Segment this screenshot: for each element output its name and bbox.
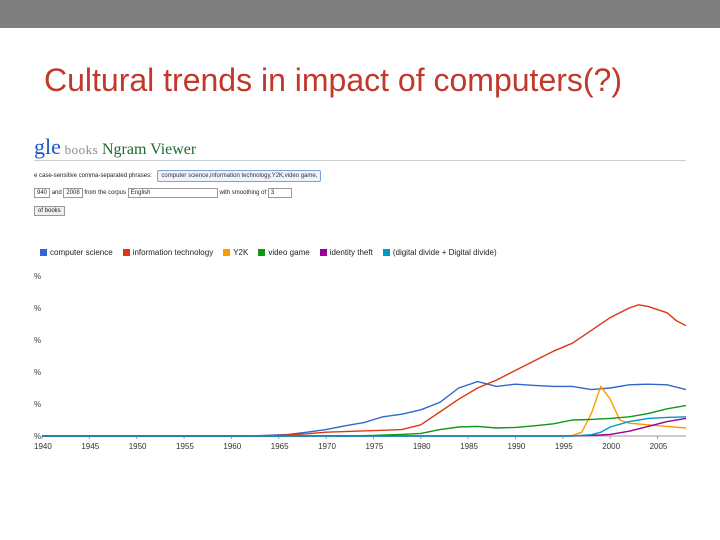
legend-item: computer science: [40, 248, 113, 257]
logo-books: books: [60, 142, 102, 157]
x-tick-label: 1955: [176, 442, 194, 451]
legend-label: identity theft: [329, 248, 373, 257]
x-tick-label: 1985: [460, 442, 478, 451]
phrases-input[interactable]: computer science,information technology,…: [157, 170, 322, 182]
year-from-input[interactable]: 940: [34, 188, 51, 198]
series-line: [42, 380, 686, 437]
x-tick-label: 1960: [223, 442, 241, 451]
x-tick-label: 1995: [555, 442, 573, 451]
legend-label: Y2K: [233, 248, 249, 257]
legend-swatch: [223, 249, 231, 256]
smoothing-select[interactable]: 3: [267, 188, 292, 198]
corpus-label: from the corpus: [84, 190, 127, 196]
y-tick-label: %: [34, 432, 41, 441]
legend-label: computer science: [50, 248, 113, 257]
logo-gle: gle: [34, 134, 61, 159]
logo-ngram: Ngram Viewer: [101, 141, 197, 158]
series-line: [42, 385, 686, 437]
chart-legend: computer science information technology Y2…: [40, 248, 507, 257]
legend-item: (digital divide + Digital divide): [382, 248, 497, 257]
legend-swatch: [258, 249, 266, 256]
header-divider: [34, 160, 686, 161]
y-tick-label: %: [34, 368, 41, 377]
legend-label: (digital divide + Digital divide): [392, 248, 497, 257]
x-tick-label: 1970: [318, 442, 336, 451]
legend-item: information technology: [122, 248, 214, 257]
legend-item: Y2K: [223, 248, 248, 257]
legend-label: video game: [268, 248, 310, 257]
search-row: of books: [34, 206, 65, 216]
smoothing-label: with smoothing of: [219, 190, 267, 196]
x-tick-label: 1975: [365, 442, 383, 451]
y-tick-label: %: [34, 400, 41, 409]
series-line: [42, 304, 686, 437]
search-books-button[interactable]: of books: [34, 206, 65, 216]
legend-item: identity theft: [319, 248, 373, 257]
phrases-label: comma-separated phrases:: [78, 173, 152, 179]
x-tick-label: 1990: [508, 442, 526, 451]
ngram-screenshot: gle books Ngram Viewer e case-sensitive …: [34, 128, 686, 458]
series-line: [42, 404, 686, 437]
legend-swatch: [40, 249, 47, 256]
corpus-select[interactable]: English: [127, 188, 218, 198]
x-tick-label: 1945: [81, 442, 99, 451]
ngram-chart: %%%%%%1940 1945 1950 1955 1960 1965 1970 1975 19…: [34, 272, 686, 451]
x-tick-label: 1950: [129, 442, 147, 451]
y-tick-label: %: [34, 272, 41, 281]
ngram-logo: gle books Ngram Viewer: [34, 134, 196, 160]
x-tick-label: 1980: [413, 442, 431, 451]
and-label: and: [51, 190, 62, 196]
x-tick-label: 1965: [271, 442, 289, 451]
legend-swatch: [382, 249, 390, 256]
series-line: [42, 417, 686, 437]
y-tick-label: %: [34, 336, 41, 345]
x-tick-label: 1940: [34, 442, 52, 451]
phrase-row: e case-sensitive comma-separated phrases…: [34, 170, 322, 182]
legend-swatch: [122, 249, 130, 256]
year-to-input[interactable]: 2008: [63, 188, 83, 198]
legend-label: information technology: [132, 248, 214, 257]
x-tick-label: 2000: [602, 442, 620, 451]
x-tick-label: 2005: [650, 442, 668, 451]
legend-item: video game: [258, 248, 310, 257]
case-sensitive-label: e case-sensitive: [34, 173, 78, 179]
top-bar: [0, 0, 720, 28]
legend-swatch: [319, 249, 327, 256]
series-line: [42, 416, 686, 437]
y-tick-label: %: [34, 304, 41, 313]
options-row: 940 and 2008 from the corpus English wit…: [34, 188, 292, 198]
slide-title: Cultural trends in impact of computers(?…: [44, 62, 622, 98]
